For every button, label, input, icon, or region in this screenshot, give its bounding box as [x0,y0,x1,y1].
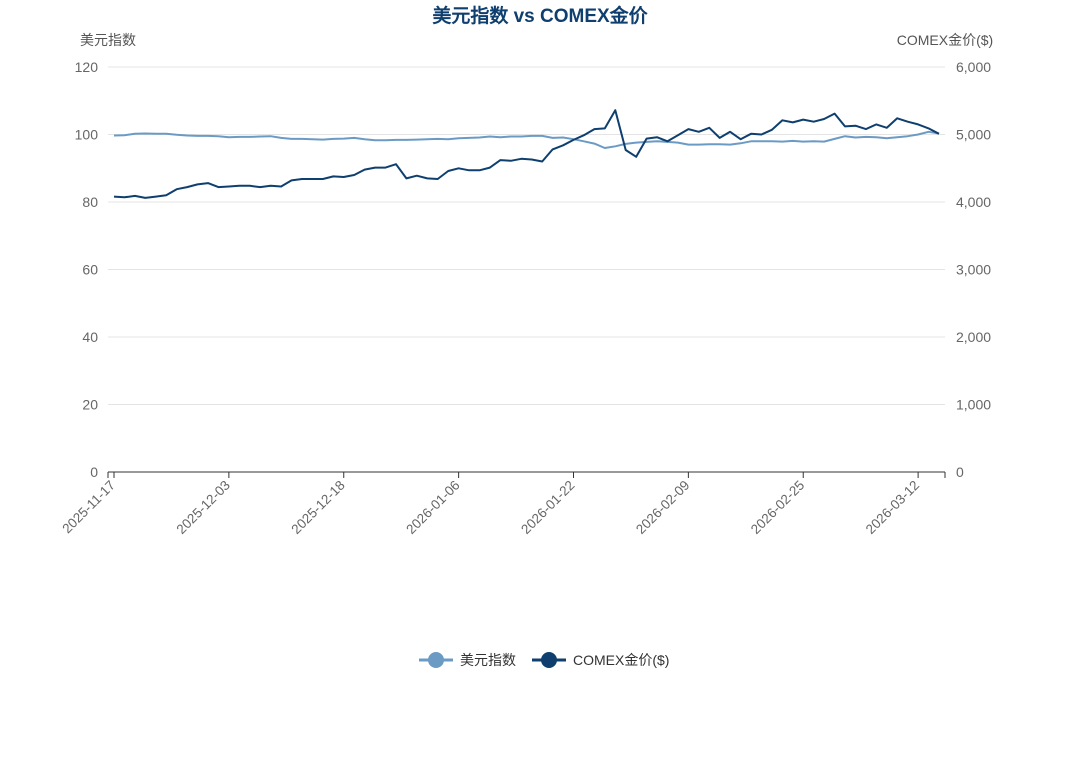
y-left-tick-label: 120 [75,59,99,75]
legend-item-comex-gold[interactable]: COMEX金价($) [532,652,669,668]
chart-title: 美元指数 vs COMEX金价 [432,4,648,27]
y-right-tick-label: 5,000 [956,127,991,143]
x-tick-label: 2026-01-06 [403,478,462,537]
x-tick-label: 2025-11-17 [59,478,118,537]
x-tick-label: 2025-12-03 [174,478,233,537]
y-right-tick-label: 0 [956,464,964,480]
legend-swatch-marker [428,652,444,668]
y-left-tick-label: 20 [82,397,98,413]
y-left-tick-label: 100 [75,127,99,143]
axes: 0 0 20 1,000 40 2,000 60 3,000 80 4,000 100 5,000 12… [59,59,991,537]
series-line-comex-gold [113,109,940,199]
x-tick-label: 2026-02-25 [748,478,807,537]
x-tick-label: 2026-01-22 [518,478,577,537]
series-line-usd-index [113,130,940,149]
gridlines [108,66,945,405]
x-tick-label: 2025-12-18 [288,478,347,537]
x-tick-label: 2026-03-12 [863,478,922,537]
legend-label: 美元指数 [460,652,516,668]
y-left-axis-label: 美元指数 [80,32,136,48]
legend-item-usd-index[interactable]: 美元指数 [419,652,516,668]
y-right-tick-label: 1,000 [956,397,991,413]
y-left-tick-label: 0 [90,464,98,480]
y-right-tick-label: 4,000 [956,194,991,210]
y-right-tick-label: 2,000 [956,329,991,345]
y-right-tick-label: 6,000 [956,59,991,75]
legend[interactable]: 美元指数 COMEX金价($) [419,652,669,668]
legend-label: COMEX金价($) [573,652,669,668]
y-right-axis-label: COMEX金价($) [897,32,993,48]
legend-swatch-marker [541,652,557,668]
x-tick-label: 2026-02-09 [633,478,692,537]
y-left-tick-label: 60 [82,262,98,278]
series-lines [113,109,940,199]
y-left-tick-label: 40 [82,329,98,345]
y-left-tick-label: 80 [82,194,98,210]
y-right-tick-label: 3,000 [956,262,991,278]
